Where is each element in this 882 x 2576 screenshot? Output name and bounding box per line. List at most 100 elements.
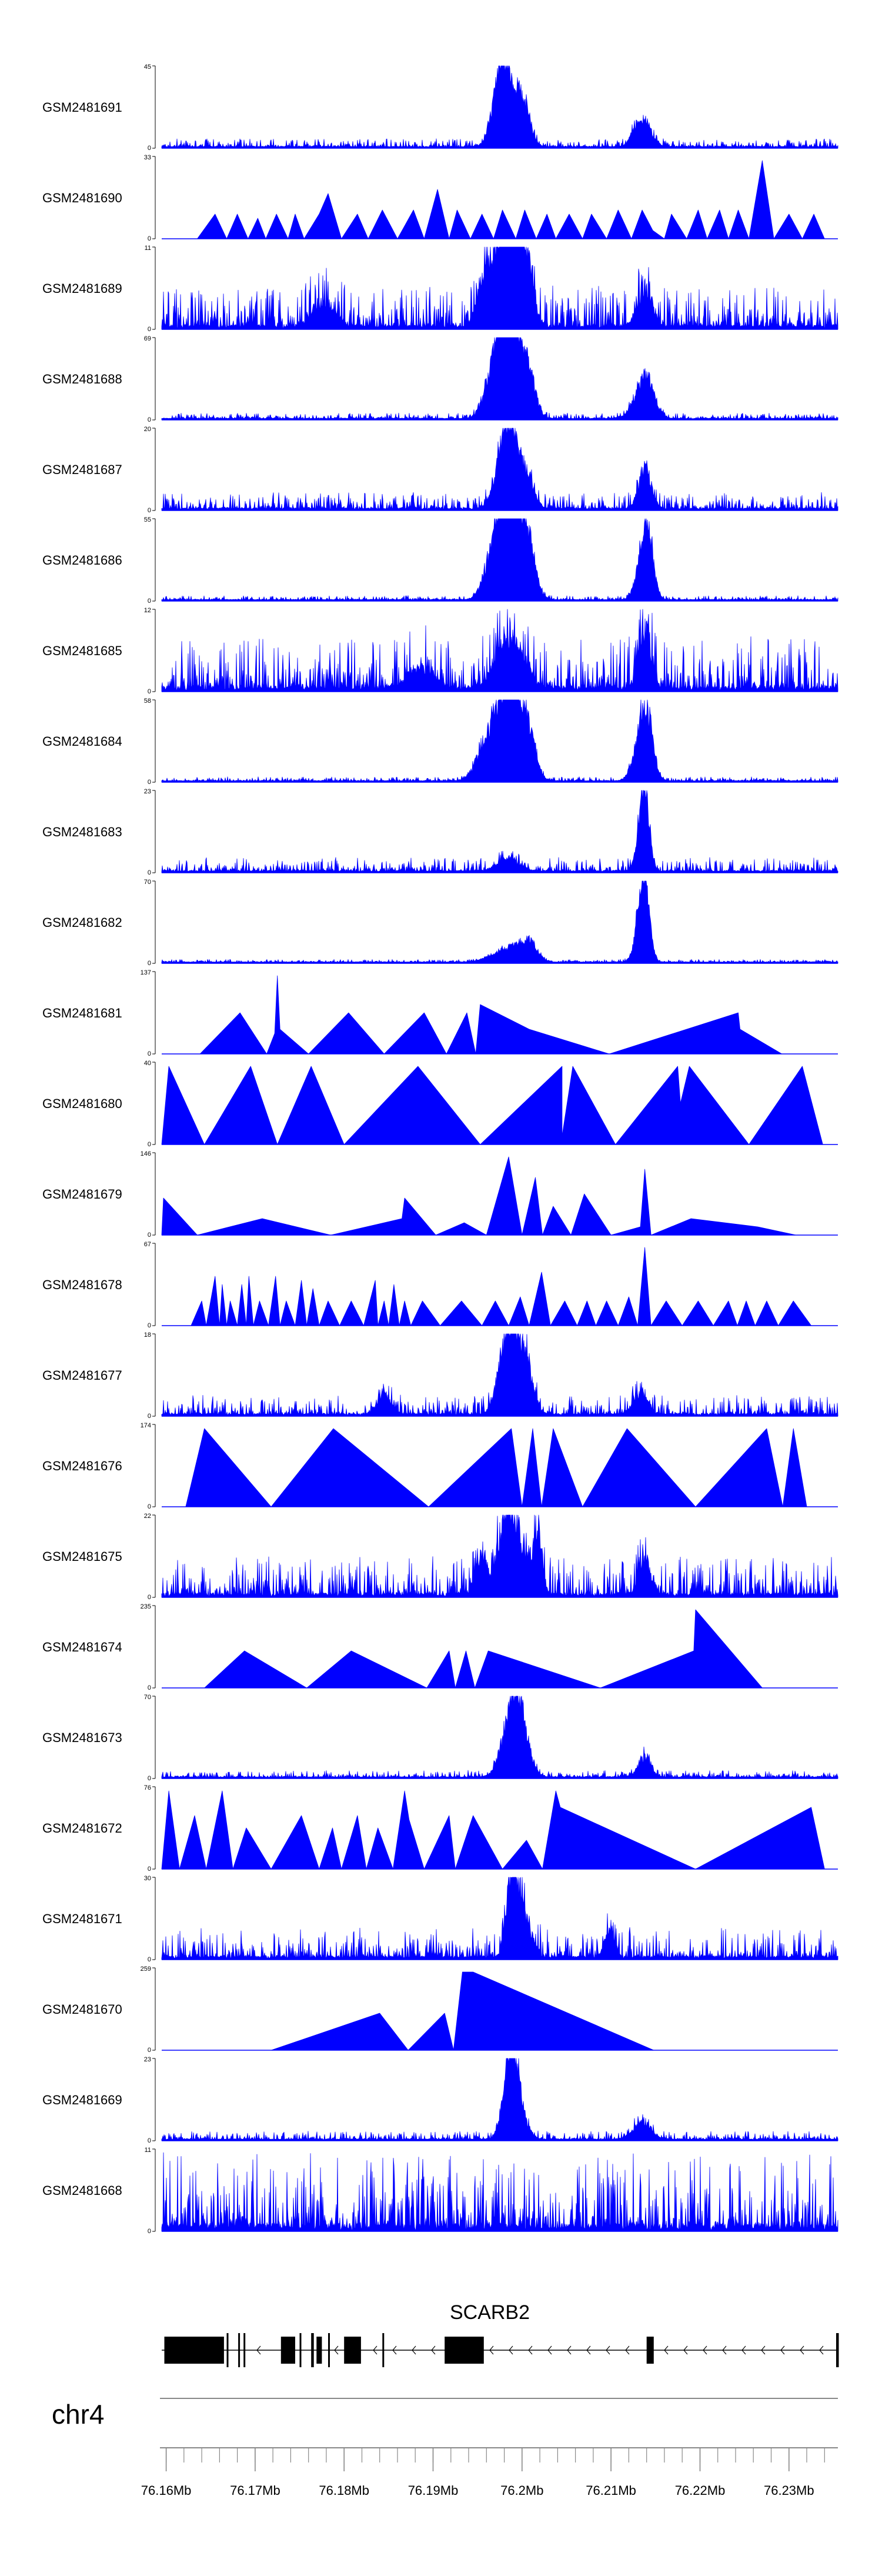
chevron-left-icon <box>334 2345 339 2355</box>
coverage-area <box>161 609 838 692</box>
coverage-area <box>161 1514 838 1598</box>
coverage-area <box>161 246 838 330</box>
coverage-area <box>161 880 838 964</box>
track-label: GSM2481677 <box>42 1368 122 1383</box>
chromosome-label: chr4 <box>52 2399 104 2430</box>
y-min-label: 0 <box>148 2137 151 2144</box>
exon <box>226 2333 229 2367</box>
y-min-label: 0 <box>148 960 151 967</box>
y-max-label: 20 <box>144 426 151 433</box>
y-min-label: 0 <box>148 145 151 152</box>
chevron-left-icon <box>741 2345 746 2355</box>
coverage-area <box>161 2058 838 2141</box>
coverage-area <box>161 2152 838 2232</box>
track-GSM2481683: GSM2481683 23 0 <box>42 788 838 876</box>
y-min-label: 0 <box>148 1232 151 1239</box>
y-min-label: 0 <box>148 1050 151 1057</box>
y-min-label: 0 <box>148 869 151 876</box>
track-GSM2481685: GSM2481685 12 0 <box>42 607 838 695</box>
exon <box>328 2333 330 2367</box>
track-label: GSM2481690 <box>42 191 122 205</box>
y-max-label: 18 <box>144 1332 151 1339</box>
y-max-label: 33 <box>144 154 151 161</box>
exon <box>311 2333 314 2367</box>
coverage-area <box>161 699 838 783</box>
y-max-label: 58 <box>144 698 151 705</box>
y-min-label: 0 <box>148 326 151 333</box>
y-max-label: 11 <box>145 2147 151 2154</box>
coverage-area <box>161 337 838 421</box>
exon <box>164 2337 224 2364</box>
exon <box>238 2333 240 2367</box>
tick-label: 76.2Mb <box>500 2483 543 2498</box>
y-max-label: 174 <box>141 1422 151 1429</box>
track-GSM2481672: GSM2481672 76 0 <box>42 1784 838 1873</box>
y-max-label: 45 <box>144 64 151 71</box>
track-label: GSM2481685 <box>42 643 122 658</box>
chevron-left-icon <box>683 2345 688 2355</box>
track-GSM2481673: GSM2481673 70 0 <box>42 1694 838 1782</box>
tick-label: 76.23Mb <box>764 2483 814 2498</box>
y-max-label: 30 <box>144 1875 151 1882</box>
track-label: GSM2481689 <box>42 281 122 296</box>
tick-label: 76.22Mb <box>675 2483 726 2498</box>
track-label: GSM2481672 <box>42 1821 122 1836</box>
track-GSM2481684: GSM2481684 58 0 <box>42 698 838 786</box>
y-max-label: 23 <box>144 788 151 795</box>
axis-ticks: 76.16Mb 76.17Mb 76.18Mb 76.19Mb 76.2Mb 76.21M… <box>141 2448 825 2498</box>
track-GSM2481678: GSM2481678 67 0 <box>42 1241 838 1329</box>
track-GSM2481671: GSM2481671 30 0 <box>42 1875 838 1963</box>
track-GSM2481676: GSM2481676 174 0 <box>42 1422 838 1510</box>
y-min-label: 0 <box>148 779 151 786</box>
coverage-area <box>161 1790 825 1870</box>
chevron-left-icon <box>412 2345 416 2355</box>
chevron-left-icon <box>528 2345 533 2355</box>
track-label: GSM2481674 <box>42 1640 122 1654</box>
track-label: GSM2481680 <box>42 1096 122 1111</box>
track-GSM2481691: GSM2481691 45 0 <box>42 64 838 152</box>
chevron-left-icon <box>431 2345 436 2355</box>
track-label: GSM2481688 <box>42 372 122 386</box>
track-label: GSM2481686 <box>42 553 122 568</box>
coverage-tracks: GSM2481691450GSM2481690330GSM2481689110G… <box>42 64 838 2235</box>
track-GSM2481674: GSM2481674 235 0 <box>42 1603 838 1691</box>
track-GSM2481687: GSM2481687 20 0 <box>42 426 838 514</box>
y-min-label: 0 <box>148 1413 151 1420</box>
track-label: GSM2481673 <box>42 1730 122 1745</box>
track-label: GSM2481687 <box>42 462 122 477</box>
exon <box>445 2337 484 2364</box>
exon <box>836 2333 839 2367</box>
track-label: GSM2481670 <box>42 2002 122 2017</box>
chevron-left-icon <box>392 2345 397 2355</box>
chevron-left-icon <box>547 2345 552 2355</box>
coverage-area <box>185 1428 807 1507</box>
track-GSM2481668: GSM2481668 11 0 <box>42 2147 838 2235</box>
chevron-left-icon <box>625 2345 630 2355</box>
coverage-area <box>161 1156 797 1236</box>
tick-label: 76.19Mb <box>408 2483 459 2498</box>
y-max-label: 146 <box>141 1150 151 1157</box>
chevron-left-icon <box>722 2345 727 2355</box>
y-max-label: 40 <box>144 1060 151 1067</box>
coverage-area <box>161 1877 838 1960</box>
tick-label: 76.18Mb <box>319 2483 369 2498</box>
strand-chevrons <box>256 2345 824 2355</box>
track-label: GSM2481681 <box>42 1006 122 1020</box>
coverage-area <box>161 790 838 873</box>
track-label: GSM2481669 <box>42 2093 122 2107</box>
y-max-label: 70 <box>144 879 151 886</box>
track-GSM2481690: GSM2481690 33 0 <box>42 154 838 242</box>
y-min-label: 0 <box>148 1866 151 1873</box>
track-GSM2481680: GSM2481680 40 0 <box>42 1060 838 1148</box>
chevron-left-icon <box>703 2345 707 2355</box>
track-label: GSM2481671 <box>42 1911 122 1926</box>
track-GSM2481669: GSM2481669 23 0 <box>42 2056 838 2144</box>
y-min-label: 0 <box>148 1775 151 1782</box>
chevron-left-icon <box>567 2345 572 2355</box>
chevron-left-icon <box>761 2345 766 2355</box>
track-label: GSM2481675 <box>42 1549 122 1564</box>
y-max-label: 23 <box>144 2056 151 2063</box>
coverage-area <box>161 65 838 149</box>
y-max-label: 12 <box>144 607 151 614</box>
